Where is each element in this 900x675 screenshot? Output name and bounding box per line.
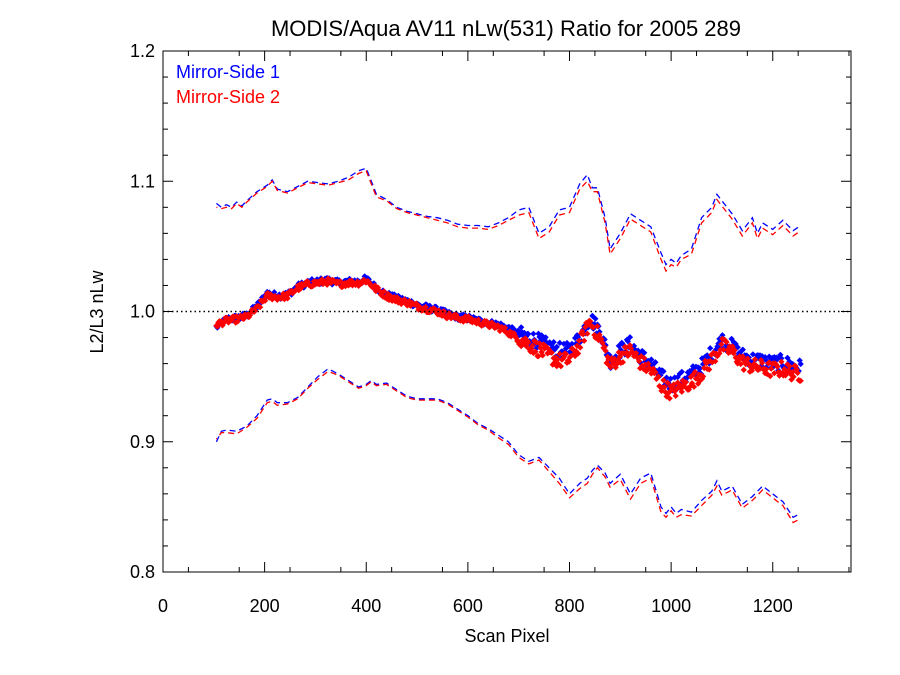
mirror-side-2-data-point (594, 323, 601, 330)
x-tick-label: 600 (453, 596, 483, 616)
mirror-side-1-upper-bound-line (216, 167, 802, 266)
plot-frame (162, 50, 852, 573)
mirror-side-2-data-point (501, 324, 509, 331)
mirror-side-2-data-point (762, 366, 770, 373)
mirror-side-2-data-point (440, 308, 448, 315)
legend-entry-mirror-side-1: Mirror-Side 1 (176, 62, 280, 82)
legend-entry-mirror-side-2: Mirror-Side 2 (176, 87, 280, 107)
y-tick-label: 0.8 (130, 562, 155, 582)
mirror-side-2-data-point (774, 363, 781, 370)
x-tick-label: 0 (158, 596, 168, 616)
mirror-side-2-data-point (539, 352, 546, 359)
mirror-side-2-data-point (758, 359, 766, 367)
mirror-side-1-data-point (696, 365, 704, 372)
mirror-side-2-data-point (786, 363, 793, 370)
x-tick-label: 1200 (753, 596, 793, 616)
mirror-side-2-data-point (580, 331, 587, 338)
mirror-side-1-data-point (707, 345, 714, 352)
x-tick-label: 400 (351, 596, 381, 616)
mirror-side-2-data-point (256, 304, 264, 311)
y-tick-label: 1.0 (130, 302, 155, 322)
mirror-side-2-data-point (794, 369, 801, 377)
mirror-side-2-data-point (672, 392, 679, 400)
mirror-side-2-lower-bound-line (215, 370, 801, 524)
x-tick-label: 800 (554, 596, 584, 616)
x-tick-label: 200 (250, 596, 280, 616)
mirror-side-2-data-point (740, 366, 747, 374)
mirror-side-2-data-point (557, 363, 565, 370)
y-tick-label: 1.1 (130, 171, 155, 191)
mirror-side-2-data-point (581, 337, 588, 344)
y-tick-label: 0.9 (130, 432, 155, 452)
mirror-side-2-data-point (712, 358, 719, 365)
mirror-side-1-data-point (678, 368, 685, 375)
mirror-side-1-data-point (568, 340, 576, 347)
legend: Mirror-Side 1 Mirror-Side 2 (176, 62, 280, 107)
mirror-side-2-data-point (602, 347, 609, 354)
mirror-side-2-data-point (525, 339, 532, 346)
plot-area: 0 200 400 600 800 1000 1200 0.8 0.9 1.0 1.1 1.2 (130, 41, 852, 616)
mirror-side-2-data-point (284, 295, 291, 302)
mirror-side-2-data-point (261, 297, 269, 304)
mirror-side-2-data-point (576, 337, 583, 344)
mirror-side-2-data-point (422, 303, 429, 311)
mirror-side-2-data-point (475, 316, 482, 323)
mirror-side-2-data-point (690, 383, 698, 390)
mirror-side-1-data-point (553, 343, 560, 351)
mirror-side-2-data-point (587, 318, 594, 325)
x-axis-label: Scan Pixel (464, 626, 549, 646)
mirror-side-1-lower-bound-line (215, 368, 801, 519)
series-layer (213, 167, 804, 524)
mirror-side-2-data-point (380, 288, 388, 295)
mirror-side-1-data-point (660, 368, 667, 375)
chart-title: MODIS/Aqua AV11 nLw(531) Ratio for 2005 … (271, 16, 741, 41)
series-mirror-side-1 (213, 167, 804, 519)
y-axis-label: L2/L3 nLw (87, 269, 107, 353)
mirror-side-2-data-point (678, 388, 685, 395)
mirror-side-2-data-point (666, 395, 673, 402)
mirror-side-1-data-point (518, 324, 525, 331)
tick-layer: 0 200 400 600 800 1000 1200 0.8 0.9 1.0 1.1 1.2 (130, 41, 851, 616)
y-tick-label: 1.2 (130, 41, 155, 61)
mirror-side-2-data-point (751, 356, 759, 363)
mirror-side-2-data-point (797, 377, 804, 384)
mirror-side-1-data-point (778, 355, 785, 362)
x-tick-label: 1000 (651, 596, 691, 616)
mirror-side-2-data-point (664, 379, 671, 386)
mirror-side-2-upper-bound-line (216, 169, 802, 273)
mirror-side-1-data-point (542, 334, 549, 341)
mirror-side-1-data-point (530, 330, 537, 337)
mirror-side-2-data-point (699, 373, 707, 380)
